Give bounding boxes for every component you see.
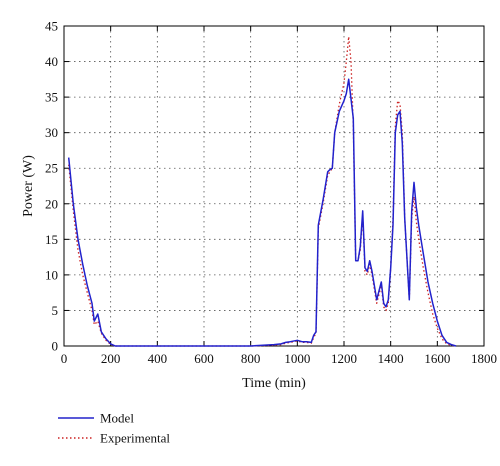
- legend: Model Experimental: [58, 411, 170, 446]
- y-tick-label: 45: [45, 19, 58, 34]
- grid-lines: [64, 26, 484, 346]
- x-tick-label: 200: [101, 351, 121, 366]
- legend-label-experimental: Experimental: [100, 431, 170, 446]
- y-tick-label: 0: [52, 339, 59, 354]
- y-tick-label: 15: [45, 232, 58, 247]
- x-tick-label: 1400: [378, 351, 404, 366]
- x-tick-label: 600: [194, 351, 214, 366]
- legend-label-model: Model: [100, 411, 134, 426]
- x-tick-label: 0: [61, 351, 68, 366]
- axis-ticks: 0 200 400 600 800 1000 1200 1400 1600 1800 0 5 10 15 2…: [45, 19, 497, 367]
- y-tick-label: 30: [45, 125, 58, 140]
- x-tick-label: 1000: [284, 351, 310, 366]
- y-tick-label: 40: [45, 54, 58, 69]
- series-line-model: [67, 78, 457, 347]
- x-tick-label: 1600: [424, 351, 450, 366]
- y-tick-label: 5: [52, 303, 59, 318]
- x-tick-label: 1800: [471, 351, 497, 366]
- x-tick-label: 1200: [331, 351, 357, 366]
- plot-frame: [63, 25, 485, 347]
- x-tick-label: 400: [148, 351, 168, 366]
- y-tick-label: 20: [45, 196, 58, 211]
- x-tick-label: 800: [241, 351, 261, 366]
- series-line-experimental: [68, 36, 457, 347]
- y-tick-label: 35: [45, 90, 58, 105]
- x-axis-label: Time (min): [242, 376, 306, 391]
- series-lines: [67, 36, 457, 347]
- y-tick-label: 25: [45, 161, 58, 176]
- y-axis-label: Power (W): [21, 155, 36, 217]
- y-tick-label: 10: [45, 267, 58, 282]
